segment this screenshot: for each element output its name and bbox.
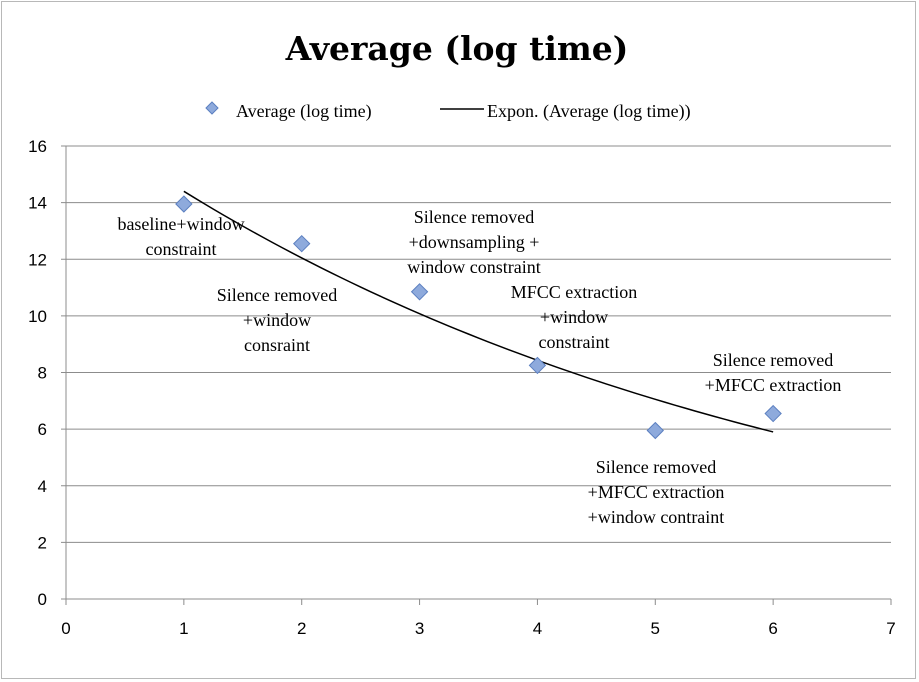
y-tick-label: 6 — [38, 420, 47, 439]
x-tick-label: 1 — [179, 619, 188, 638]
trendline-path — [183, 190, 774, 433]
data-label-line: MFCC extraction — [511, 282, 638, 302]
y-tick-label: 8 — [38, 364, 47, 383]
data-point — [764, 404, 782, 423]
x-tick-label: 3 — [415, 619, 424, 638]
data-label-line: window constraint — [407, 257, 540, 277]
marker-layer — [175, 195, 782, 440]
grid-layer — [66, 145, 891, 543]
data-point — [410, 283, 429, 301]
legend-label-series-0: Average (log time) — [236, 101, 372, 122]
data-label-line: +MFCC extraction — [588, 482, 725, 502]
y-tick-label: 12 — [28, 250, 47, 269]
data-point — [528, 356, 547, 375]
data-label-line: +MFCC extraction — [705, 375, 842, 395]
data-label: MFCC extraction +window constraint — [511, 282, 638, 352]
data-label-line: Silence removed — [217, 285, 337, 305]
x-tick-label: 7 — [886, 619, 895, 638]
data-label-line: +window — [243, 310, 311, 330]
annotation-layer: baseline+window constraint Silence removed… — [117, 207, 841, 527]
data-point — [293, 234, 311, 253]
data-label: Silence removed +downsampling + window con… — [407, 207, 540, 277]
x-tick-label: 4 — [533, 619, 542, 638]
legend: Average (log time) Expon. (Average (log … — [205, 101, 691, 122]
data-label-line: constraint — [146, 239, 217, 259]
y-tick-label: 2 — [38, 533, 47, 552]
data-label-line: Silence removed — [414, 207, 534, 227]
y-tick-label: 14 — [28, 194, 47, 213]
data-point — [646, 421, 664, 440]
y-tick-label: 16 — [28, 137, 47, 156]
data-point — [175, 195, 193, 213]
data-label-line: +downsampling + — [409, 232, 540, 252]
data-label: Silence removed +window consraint — [217, 285, 337, 355]
data-label-line: constraint — [539, 332, 610, 352]
data-label-line: consraint — [244, 335, 310, 355]
y-tick-label: 4 — [38, 477, 47, 496]
data-label: Silence removed +MFCC extraction +window c… — [588, 457, 725, 527]
x-tick-label: 6 — [768, 619, 777, 638]
y-tick-label: 0 — [38, 590, 47, 609]
legend-marker-series-0 — [205, 101, 219, 115]
x-tick-label: 5 — [651, 619, 660, 638]
data-label: Silence removed +MFCC extraction — [705, 350, 842, 395]
x-tick-label: 2 — [297, 619, 306, 638]
y-tick-label: 10 — [28, 307, 47, 326]
trendline-layer — [183, 190, 774, 433]
data-label-line: baseline+window — [117, 214, 244, 234]
data-label-line: +window — [540, 307, 608, 327]
data-label: baseline+window constraint — [117, 214, 244, 259]
data-label-line: Silence removed — [713, 350, 833, 370]
legend-label-trendline: Expon. (Average (log time)) — [487, 101, 691, 122]
data-label-line: Silence removed — [596, 457, 716, 477]
x-tick-label: 0 — [61, 619, 70, 638]
data-label-line: +window contraint — [588, 507, 725, 527]
chart-title: Average (log time) — [285, 29, 629, 68]
